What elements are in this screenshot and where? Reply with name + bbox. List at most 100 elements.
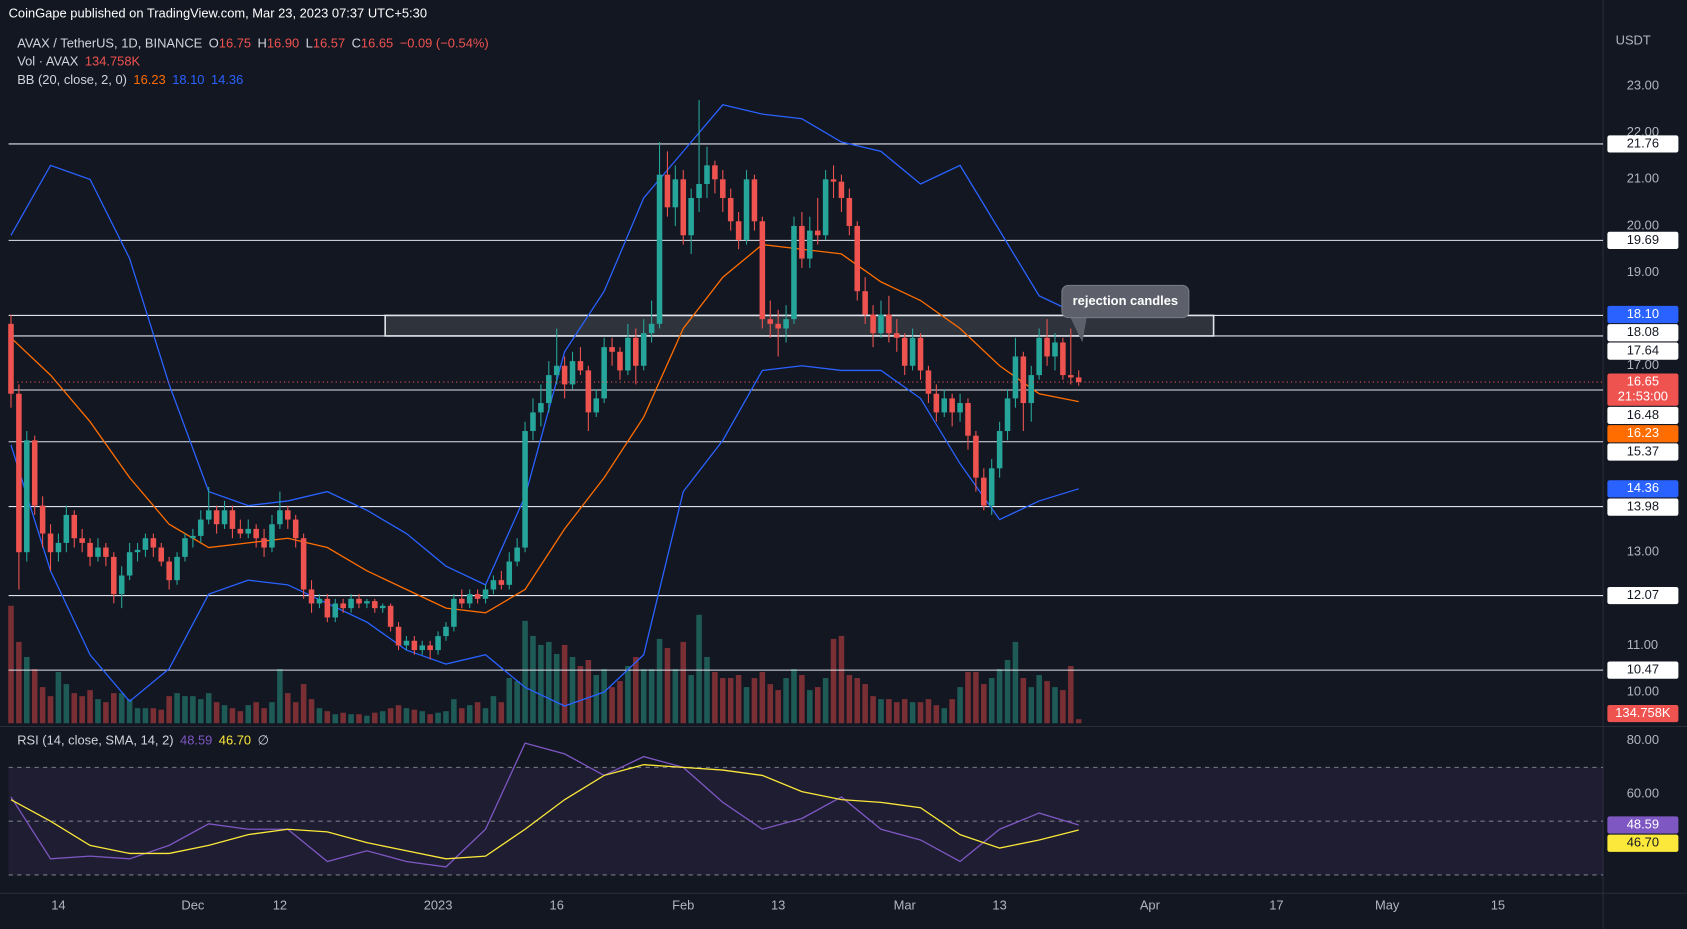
candle-body bbox=[1020, 356, 1027, 404]
volume-bar bbox=[617, 681, 623, 724]
level-label-box bbox=[1607, 135, 1679, 153]
candle-body bbox=[395, 626, 402, 646]
volume-bar bbox=[356, 714, 362, 724]
candle-body bbox=[909, 337, 916, 366]
candle-body bbox=[917, 337, 924, 371]
candle-body bbox=[229, 510, 236, 529]
volume-bar bbox=[981, 684, 987, 724]
candle-body bbox=[118, 575, 125, 595]
candle-body bbox=[561, 365, 568, 385]
volume-bar bbox=[933, 705, 940, 724]
candle-body bbox=[601, 347, 607, 399]
level-label: 21.76 bbox=[1627, 135, 1659, 150]
volume-bar bbox=[482, 708, 489, 724]
x-tick-label: 16 bbox=[550, 898, 564, 913]
candle-body bbox=[822, 179, 829, 236]
volume-bar bbox=[87, 690, 93, 724]
volume-bar bbox=[988, 678, 995, 724]
volume-bar bbox=[1068, 666, 1074, 724]
volume-bar bbox=[79, 696, 85, 724]
volume-bar bbox=[174, 693, 180, 724]
volume-bar bbox=[443, 711, 449, 724]
y-tick-label: 19.00 bbox=[1627, 264, 1659, 279]
candle-body bbox=[522, 431, 528, 548]
volume-bar bbox=[862, 684, 868, 724]
volume-bar bbox=[775, 690, 781, 724]
candle-body bbox=[680, 179, 687, 236]
x-tick-label: Dec bbox=[181, 898, 204, 913]
legend-item: −0.09 (−0.54%) bbox=[400, 36, 489, 51]
volume-bar bbox=[680, 641, 687, 724]
volume-bar bbox=[830, 638, 837, 724]
volume-bar bbox=[1020, 678, 1027, 724]
volume-bar bbox=[261, 708, 267, 724]
candle-body bbox=[63, 514, 70, 543]
resistance-zone bbox=[384, 314, 1215, 337]
volume-bar bbox=[696, 614, 702, 724]
legend-item: 16.90 bbox=[267, 36, 299, 51]
volume-bar bbox=[372, 712, 378, 724]
candle-body bbox=[285, 510, 291, 520]
volume-bar bbox=[142, 708, 149, 724]
candle-body bbox=[617, 351, 623, 371]
volume-bar bbox=[727, 678, 734, 724]
candle-body bbox=[443, 626, 449, 637]
level-label-box bbox=[1607, 661, 1679, 679]
candle-body bbox=[514, 547, 520, 562]
candle-body bbox=[198, 519, 204, 536]
x-tick-label: 14 bbox=[51, 898, 65, 913]
volume-label: 134.758K bbox=[1615, 705, 1671, 720]
candle-body bbox=[830, 179, 837, 182]
legend-row: BB (20, close, 2, 0) 16.23 18.10 14.36 bbox=[17, 72, 243, 87]
candle-body bbox=[474, 594, 481, 599]
volume-bar bbox=[648, 669, 655, 724]
legend-item: C bbox=[352, 36, 361, 51]
x-tick-label: 13 bbox=[771, 898, 785, 913]
callout-text: rejection candles bbox=[1073, 293, 1178, 308]
volume-bar bbox=[71, 693, 78, 724]
x-tick-label: Apr bbox=[1140, 898, 1161, 913]
candle-body bbox=[807, 230, 813, 259]
level-label: 13.98 bbox=[1627, 499, 1659, 514]
volume-bar bbox=[688, 675, 694, 724]
volume-label-box bbox=[1607, 704, 1679, 723]
candle-body bbox=[427, 645, 433, 651]
volume-bar bbox=[767, 684, 774, 724]
candle-body bbox=[435, 636, 441, 651]
candle-body bbox=[87, 542, 93, 557]
rsi-label: 48.59 bbox=[1627, 816, 1659, 831]
volume-bar bbox=[379, 711, 386, 724]
volume-bar bbox=[466, 705, 473, 724]
candle-body bbox=[886, 314, 892, 334]
volume-bar bbox=[640, 669, 647, 724]
candle-body bbox=[466, 594, 473, 604]
x-tick-label: 17 bbox=[1269, 898, 1283, 913]
candle-body bbox=[95, 547, 101, 557]
level-label: 17.64 bbox=[1627, 342, 1659, 357]
volume-bar bbox=[198, 699, 204, 724]
candle-body bbox=[300, 538, 307, 590]
candle-body bbox=[364, 601, 370, 604]
callout-pointer bbox=[1070, 317, 1087, 343]
volume-bar bbox=[973, 672, 979, 724]
candle-body bbox=[965, 403, 971, 436]
candle-body bbox=[609, 347, 615, 352]
candle-body bbox=[332, 603, 339, 618]
volume-bar bbox=[166, 696, 172, 724]
bb-middle-label: 16.23 bbox=[1627, 425, 1659, 440]
volume-bar bbox=[538, 644, 544, 724]
legend-item: 134.758K bbox=[85, 54, 141, 69]
volume-bar bbox=[506, 678, 513, 724]
volume-bar bbox=[316, 708, 323, 724]
y-tick-label: 60.00 bbox=[1627, 786, 1659, 801]
candle-body bbox=[158, 547, 165, 562]
volume-bar bbox=[387, 708, 394, 724]
volume-bar bbox=[55, 672, 62, 724]
candle-body bbox=[1068, 375, 1074, 378]
volume-bar bbox=[324, 711, 331, 724]
bb-middle-label-box bbox=[1607, 425, 1679, 443]
volume-bar bbox=[949, 699, 955, 724]
volume-bar bbox=[783, 678, 789, 724]
plot bbox=[8, 100, 1604, 876]
